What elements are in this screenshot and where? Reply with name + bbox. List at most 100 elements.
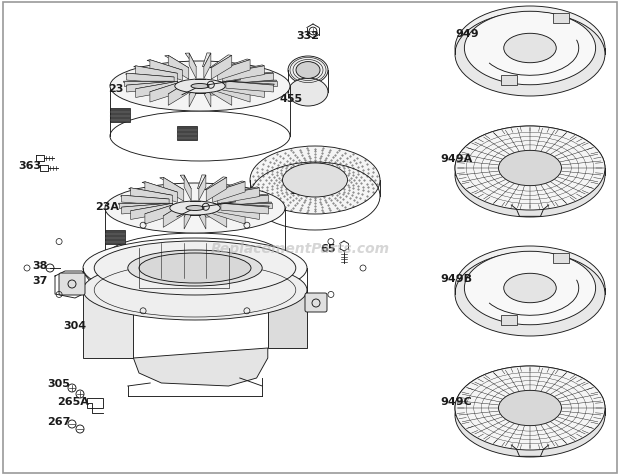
Polygon shape — [216, 60, 250, 71]
Polygon shape — [131, 188, 172, 205]
Polygon shape — [206, 204, 230, 217]
Polygon shape — [122, 204, 169, 215]
Polygon shape — [133, 67, 177, 74]
Ellipse shape — [455, 7, 605, 91]
Ellipse shape — [175, 80, 225, 94]
Bar — [553, 254, 569, 264]
Polygon shape — [199, 176, 206, 201]
Ellipse shape — [288, 79, 328, 107]
Polygon shape — [222, 203, 272, 204]
Ellipse shape — [503, 274, 556, 303]
Text: 304: 304 — [63, 320, 86, 330]
Polygon shape — [226, 82, 273, 93]
Ellipse shape — [503, 34, 556, 64]
Polygon shape — [180, 176, 191, 189]
Polygon shape — [211, 82, 236, 95]
Polygon shape — [168, 82, 188, 106]
Polygon shape — [126, 82, 174, 87]
Polygon shape — [83, 290, 133, 358]
Ellipse shape — [455, 247, 605, 330]
Text: 949C: 949C — [440, 396, 472, 406]
Bar — [105, 230, 125, 244]
Polygon shape — [221, 204, 268, 215]
Polygon shape — [163, 178, 184, 202]
Ellipse shape — [191, 84, 209, 89]
Ellipse shape — [455, 13, 605, 97]
Polygon shape — [223, 82, 264, 98]
Polygon shape — [227, 82, 277, 87]
Polygon shape — [142, 182, 177, 193]
Polygon shape — [206, 204, 227, 228]
Bar — [177, 127, 197, 141]
Polygon shape — [206, 178, 227, 202]
Polygon shape — [211, 182, 245, 193]
Ellipse shape — [455, 366, 605, 450]
Ellipse shape — [250, 147, 380, 215]
Polygon shape — [145, 182, 177, 203]
Polygon shape — [185, 54, 196, 68]
Text: 65: 65 — [320, 244, 335, 253]
Bar — [110, 109, 130, 122]
Polygon shape — [218, 204, 262, 211]
Polygon shape — [221, 196, 268, 207]
Polygon shape — [168, 82, 190, 95]
Text: 332: 332 — [296, 31, 319, 41]
Ellipse shape — [296, 62, 320, 79]
Polygon shape — [189, 54, 196, 79]
Polygon shape — [145, 204, 177, 225]
Ellipse shape — [288, 57, 328, 85]
Polygon shape — [197, 176, 206, 189]
Polygon shape — [218, 188, 259, 205]
Text: 37: 37 — [32, 276, 47, 286]
Ellipse shape — [455, 134, 605, 218]
Polygon shape — [120, 196, 169, 200]
Polygon shape — [122, 196, 169, 207]
Polygon shape — [126, 74, 174, 78]
Polygon shape — [189, 82, 196, 108]
Ellipse shape — [464, 12, 596, 86]
Bar — [501, 316, 517, 326]
Polygon shape — [222, 204, 272, 208]
Ellipse shape — [455, 127, 605, 210]
Polygon shape — [213, 182, 245, 203]
Polygon shape — [163, 204, 185, 217]
FancyBboxPatch shape — [59, 273, 85, 296]
Polygon shape — [145, 204, 179, 215]
Polygon shape — [163, 204, 184, 228]
Text: 23A: 23A — [95, 201, 119, 211]
Polygon shape — [213, 204, 248, 214]
Ellipse shape — [94, 241, 296, 296]
Text: 38: 38 — [32, 260, 47, 270]
Polygon shape — [126, 82, 174, 93]
Ellipse shape — [455, 127, 605, 210]
Polygon shape — [136, 82, 177, 98]
Polygon shape — [204, 82, 211, 108]
Ellipse shape — [105, 184, 285, 234]
Polygon shape — [222, 66, 264, 74]
Ellipse shape — [186, 206, 204, 211]
Polygon shape — [123, 82, 173, 83]
Polygon shape — [150, 82, 182, 103]
Text: 305: 305 — [47, 378, 70, 388]
Polygon shape — [213, 204, 245, 225]
Polygon shape — [221, 195, 268, 199]
Text: 324: 324 — [290, 186, 313, 196]
Polygon shape — [118, 204, 168, 208]
Text: 949B: 949B — [440, 273, 472, 283]
Ellipse shape — [498, 390, 562, 426]
Polygon shape — [218, 82, 250, 103]
Text: 455: 455 — [279, 94, 302, 104]
Polygon shape — [226, 82, 275, 86]
Text: 23: 23 — [108, 84, 123, 94]
Polygon shape — [136, 67, 177, 83]
Polygon shape — [123, 82, 173, 87]
Polygon shape — [199, 204, 210, 218]
Polygon shape — [204, 82, 215, 96]
Polygon shape — [217, 188, 259, 196]
Ellipse shape — [128, 250, 262, 287]
Polygon shape — [227, 81, 277, 82]
Polygon shape — [223, 82, 267, 89]
Polygon shape — [131, 204, 172, 220]
Polygon shape — [226, 74, 273, 85]
Polygon shape — [126, 74, 174, 85]
